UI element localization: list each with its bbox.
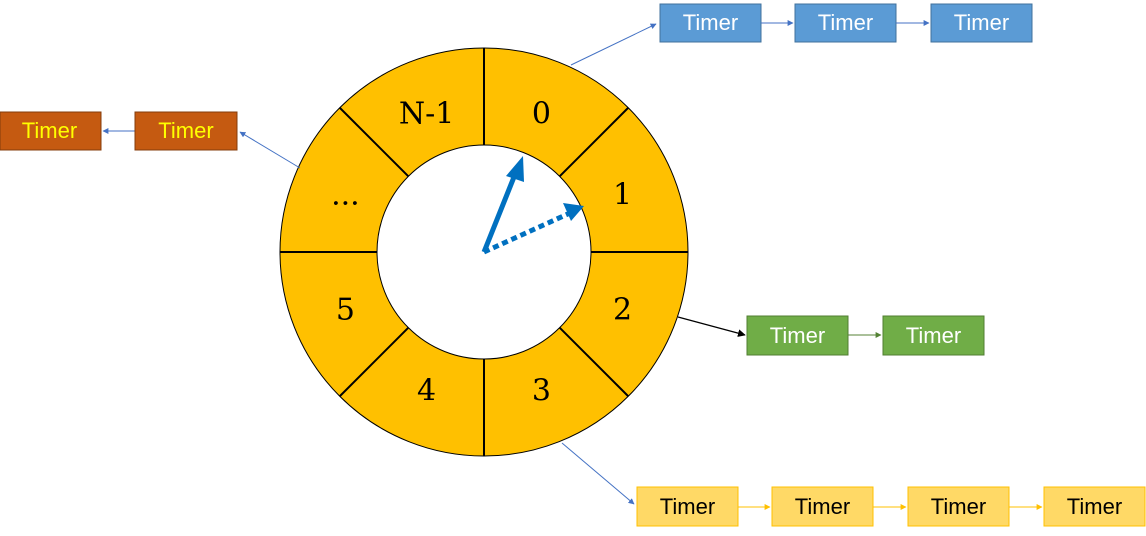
- slot-labels: 0 1 2 3 4 5... N-1: [331, 96, 632, 408]
- timer-box: [0, 111, 102, 151]
- timer-box: [1043, 486, 1146, 527]
- timer-box: [771, 486, 874, 527]
- timer-box: [794, 3, 897, 43]
- next-pointer-line: [482, 210, 572, 255]
- timer-label: Timer: [1067, 494, 1122, 519]
- slot0-timer-list: Timer Timer Timer: [659, 3, 1033, 43]
- slot-divider: [558, 107, 629, 178]
- timer-label: Timer: [770, 323, 825, 348]
- ellipsis-timer-list: Timer Timer: [0, 111, 238, 151]
- timer-label: Timer: [954, 10, 1009, 35]
- slot-divider: [558, 326, 629, 397]
- timer-label: Timer: [795, 494, 850, 519]
- slot2-timer-list: Timer Timer: [746, 315, 985, 356]
- slot-dividers: [280, 48, 688, 456]
- next-pointer: [482, 203, 584, 255]
- slot2-connector: [677, 316, 746, 337]
- slot-divider: [339, 326, 410, 397]
- slot-label: ...: [331, 178, 360, 213]
- timer-label: Timer: [931, 494, 986, 519]
- slot3-timer-list: Timer Timer Timer Timer: [636, 486, 1146, 527]
- slot-label: N-1: [399, 96, 454, 131]
- timer-label: Timer: [158, 118, 213, 143]
- timer-label: Timer: [818, 10, 873, 35]
- current-pointer: [481, 156, 524, 253]
- slot-label: 2: [613, 292, 632, 327]
- slot-label: 5: [336, 292, 355, 327]
- timer-box: [636, 486, 739, 527]
- next-pointer-head: [563, 203, 584, 221]
- slot-label: 3: [532, 374, 551, 409]
- slot-label: 0: [532, 96, 551, 131]
- timer-label: Timer: [22, 118, 77, 143]
- timer-box: [882, 315, 985, 356]
- slot0-connector: [570, 23, 657, 66]
- slot-divider: [339, 107, 410, 178]
- timer-box: [930, 3, 1033, 43]
- slot-label: 1: [613, 178, 632, 213]
- timer-label: Timer: [906, 323, 961, 348]
- timer-label: Timer: [660, 494, 715, 519]
- timer-box: [134, 111, 238, 151]
- current-pointer-head: [506, 156, 524, 182]
- ellipsis-connector: [239, 131, 301, 169]
- current-pointer-line: [481, 171, 519, 253]
- timer-box: [659, 3, 762, 43]
- slot3-connector: [561, 442, 635, 505]
- timer-label: Timer: [683, 10, 738, 35]
- slot-label: 4: [417, 374, 436, 409]
